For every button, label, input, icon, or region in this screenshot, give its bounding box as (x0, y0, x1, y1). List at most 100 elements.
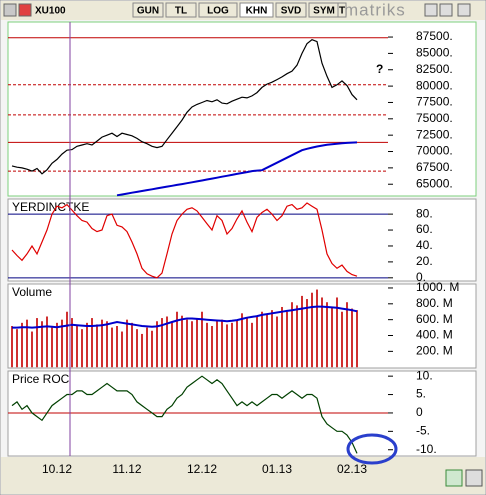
y-tick-label: -5. (416, 424, 430, 438)
x-axis-strip (1, 457, 485, 494)
y-tick-label: 1000. M (416, 280, 459, 294)
volume-bar (246, 318, 248, 368)
volume-bar (186, 319, 188, 368)
y-tick-label: 0. (416, 270, 426, 284)
y-tick-label: 87500. (416, 29, 453, 43)
toolbar-button[interactable] (239, 2, 274, 18)
y-tick-label: 40. (416, 238, 433, 252)
y-tick-label: 80. (416, 206, 433, 220)
volume-bar (316, 289, 318, 368)
volume-bar (221, 319, 223, 368)
volume-bar (66, 311, 68, 368)
volume-bar (286, 311, 288, 368)
y-tick-label: 80000. (416, 78, 453, 92)
volume-bar (216, 321, 218, 368)
volume-bar (181, 315, 183, 368)
toolbar-arrow[interactable] (424, 3, 438, 17)
volume-bar (161, 318, 163, 368)
volume-bar (206, 322, 208, 368)
volume-bar (51, 327, 53, 368)
y-tick-label: 72500. (416, 127, 453, 141)
toolbar-arrow[interactable] (439, 3, 453, 17)
y-tick-label: 800. M (416, 296, 453, 310)
y-tick-label: 200. M (416, 344, 453, 358)
volume-bar (336, 297, 338, 368)
volume-bar (231, 322, 233, 368)
toolbar-button-label[interactable]: SYM (313, 6, 335, 17)
volume-bar (86, 322, 88, 368)
toolbar-icon[interactable] (18, 3, 32, 17)
refresh-icon[interactable] (445, 469, 463, 487)
y-tick-label: 82500. (416, 62, 453, 76)
toolbar-button[interactable] (198, 2, 238, 18)
symbol[interactable]: XU100 (35, 6, 66, 17)
volume-bar (211, 326, 213, 368)
volume-bar (176, 311, 178, 368)
volume-bar (326, 302, 328, 368)
panel-title: Volume (12, 285, 52, 299)
toolbar-button-label[interactable]: GUN (137, 6, 159, 17)
toolbar-button-label[interactable]: TL (175, 6, 187, 17)
volume-bar (281, 306, 283, 368)
volume-bar (166, 316, 168, 368)
volume-bar (26, 319, 28, 368)
volume-bar (331, 306, 333, 368)
toolbar-button[interactable] (337, 2, 347, 18)
toolbar-button-label[interactable]: KHN (246, 6, 268, 17)
y-tick-label: 77500. (416, 95, 453, 109)
volume-bar (251, 322, 253, 368)
panel (7, 21, 477, 197)
volume-bar (351, 308, 353, 368)
volume-bar (136, 329, 138, 368)
volume-bar (241, 313, 243, 368)
volume-bar (11, 326, 13, 368)
toolbar-arrow[interactable] (457, 3, 471, 17)
panel-title: Price ROC (12, 372, 70, 386)
volume-bar (261, 311, 263, 368)
volume-bar (256, 316, 258, 368)
volume-bar (46, 316, 48, 368)
volume-bar (301, 295, 303, 368)
volume-bar (16, 329, 18, 368)
logo: matriks (344, 0, 406, 19)
volume-bar (306, 299, 308, 368)
volume-bar (191, 321, 193, 368)
panel (7, 198, 477, 282)
volume-bar (101, 319, 103, 368)
highlight-circle (346, 433, 398, 465)
volume-bar (91, 318, 93, 368)
volume-bar (196, 318, 198, 368)
volume-bar (296, 305, 298, 368)
toolbar-button[interactable] (275, 2, 307, 18)
toolbar-button[interactable] (132, 2, 164, 18)
volume-bar (346, 302, 348, 368)
volume-bar (61, 319, 63, 368)
volume-bar (171, 322, 173, 368)
y-tick-label: -10. (416, 442, 437, 456)
x-tick-label: 01.13 (262, 462, 292, 476)
y-tick-label: 0 (416, 405, 423, 419)
volume-bar (271, 310, 273, 368)
toolbar-button-label[interactable]: SVD (281, 6, 302, 17)
tool-icon[interactable] (465, 469, 483, 487)
x-tick-label: 11.12 (112, 462, 141, 476)
toolbar-button[interactable] (165, 2, 197, 18)
y-tick-label: 10. (416, 368, 433, 382)
y-tick-label: 400. M (416, 328, 453, 342)
y-tick-label: 65000. (416, 176, 453, 190)
volume-bar (151, 330, 153, 368)
x-tick-label: 02.13 (337, 462, 367, 476)
volume-bar (56, 322, 58, 368)
volume-bar (116, 326, 118, 368)
toolbar-button-label[interactable]: LOG (207, 6, 229, 17)
volume-bar (36, 318, 38, 368)
y-tick-label: 60. (416, 222, 433, 236)
volume-bar (226, 324, 228, 368)
volume-bar (126, 319, 128, 368)
toolbar-button-label[interactable]: T (339, 6, 345, 17)
volume-bar (356, 310, 358, 368)
toolbar-icon[interactable] (3, 3, 17, 17)
volume-bar (141, 333, 143, 368)
